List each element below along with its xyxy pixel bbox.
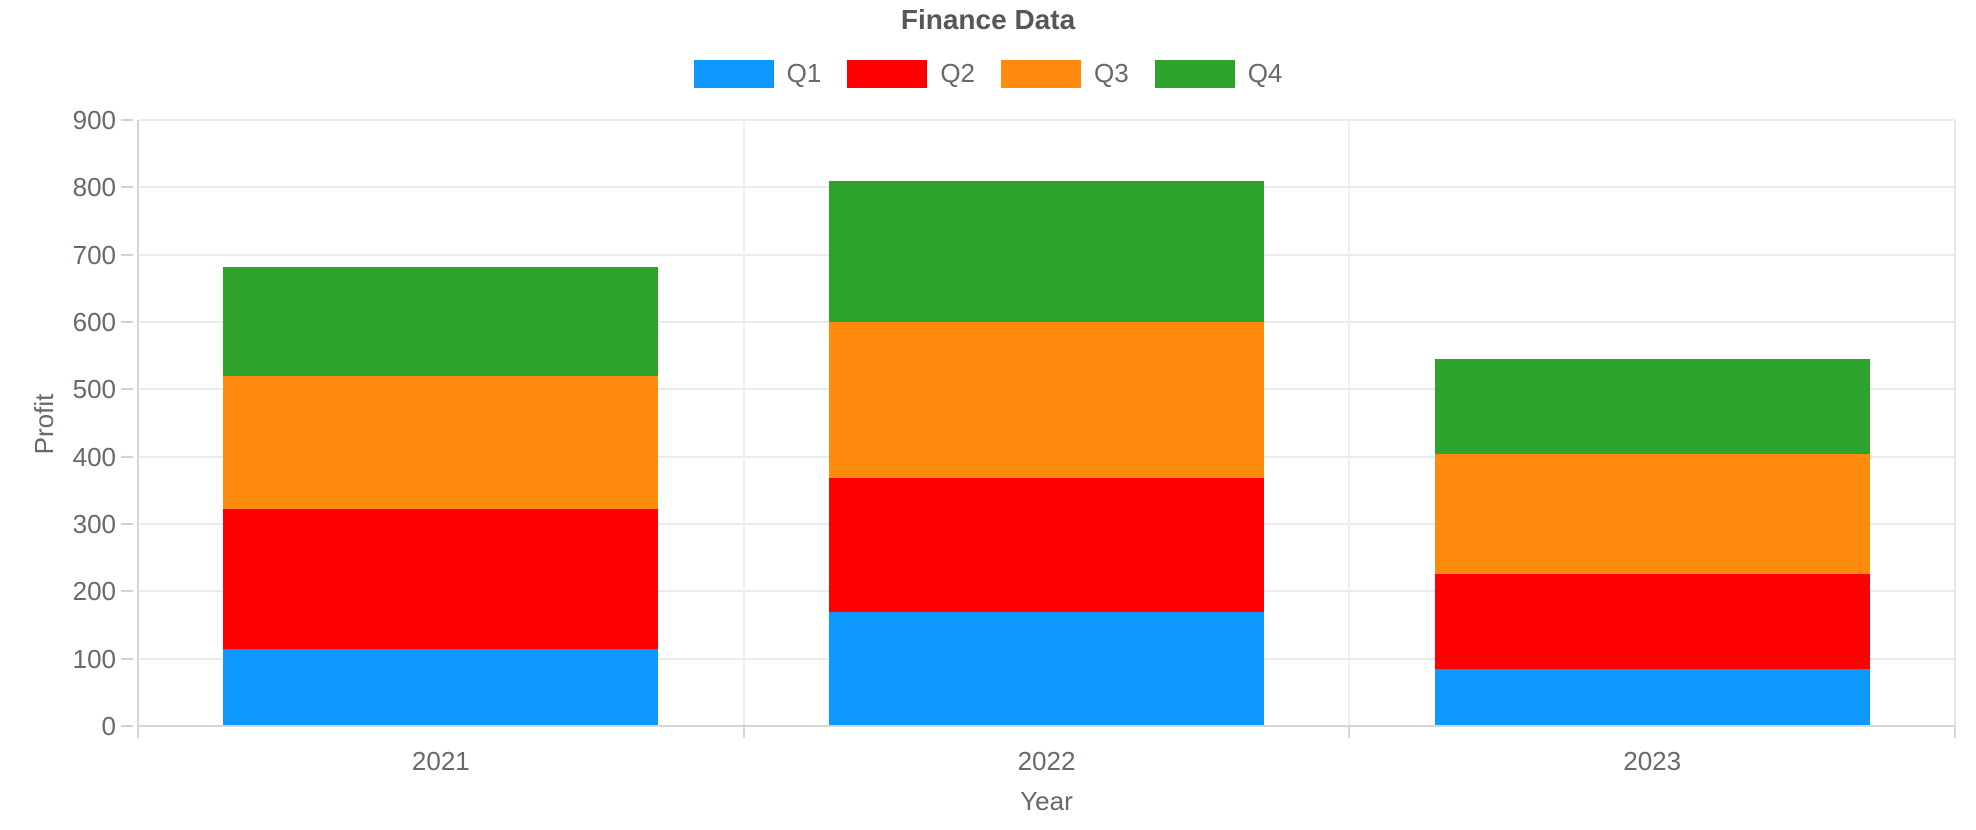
bar-segment-2021-q1[interactable]	[223, 649, 659, 726]
x-tick-label-2023: 2023	[1623, 746, 1682, 776]
y-tick-label: 800	[72, 172, 116, 203]
legend-item-q3[interactable]: Q3	[1001, 58, 1129, 89]
bar-segment-2023-q1[interactable]	[1434, 668, 1870, 726]
legend-label-q2: Q2	[940, 58, 975, 88]
y-tick-label: 600	[72, 307, 116, 337]
legend-label-q1: Q1	[786, 58, 822, 88]
legend-item-q1[interactable]: Q1	[693, 58, 822, 89]
bar-segment-2023-q3[interactable]	[1434, 453, 1870, 574]
bar-segment-2022-q2[interactable]	[829, 477, 1264, 612]
y-tick-mark	[121, 657, 133, 660]
y-tick-mark	[121, 253, 133, 256]
legend-swatch-q2	[847, 59, 928, 88]
bar-segment-2023-q4[interactable]	[1434, 359, 1870, 454]
y-tick-label: 700	[72, 239, 116, 270]
y-tick-mark	[121, 388, 133, 391]
chart-title: Finance Data	[900, 4, 1076, 35]
x-tick-mark	[1348, 726, 1351, 738]
legend-swatch-q3	[1001, 59, 1081, 88]
legend-label-q4: Q4	[1247, 58, 1283, 88]
legend-label-q3: Q3	[1094, 58, 1129, 88]
bar-segment-2022-q3[interactable]	[829, 322, 1264, 478]
bar-segment-2021-q4[interactable]	[223, 266, 659, 376]
y-tick-label: 500	[72, 374, 116, 405]
y-tick-label: 400	[72, 441, 116, 472]
y-tick-mark	[121, 523, 133, 525]
category-gridline	[1348, 120, 1351, 726]
bar-segment-2022-q1[interactable]	[829, 611, 1264, 726]
y-tick-label: 100	[72, 643, 116, 674]
plot-right-border	[1954, 120, 1956, 726]
x-axis-title: Year	[1020, 786, 1073, 816]
y-tick-mark	[121, 455, 133, 458]
y-gridline	[138, 119, 1955, 121]
bar-segment-2021-q3[interactable]	[223, 375, 659, 510]
y-tick-mark	[121, 186, 133, 189]
y-tick-label: 300	[72, 509, 116, 539]
y-axis-line	[137, 120, 139, 738]
bar-segment-2021-q2[interactable]	[223, 509, 659, 650]
bar-segment-2022-q4[interactable]	[829, 180, 1264, 322]
y-tick-mark	[121, 590, 133, 593]
y-tick-label: 900	[72, 105, 116, 135]
legend-swatch-q4	[1154, 59, 1235, 88]
y-tick-mark	[121, 119, 133, 121]
x-tick-label-2021: 2021	[411, 746, 470, 776]
y-tick-mark	[121, 321, 133, 323]
category-gridline	[742, 120, 745, 726]
x-tick-mark	[742, 726, 745, 738]
y-tick-label: 0	[101, 711, 116, 741]
legend-swatch-q1	[693, 59, 774, 88]
legend-item-q4[interactable]: Q4	[1154, 58, 1283, 89]
legend-item-q2[interactable]: Q2	[847, 58, 975, 89]
legend: Q1 Q2 Q3 Q4	[0, 58, 1976, 89]
y-tick-label: 200	[72, 576, 116, 607]
y-tick-mark	[121, 725, 133, 727]
x-tick-mark	[1954, 726, 1956, 738]
x-tick-label-2022: 2022	[1017, 746, 1076, 776]
y-axis-title: Profit	[29, 393, 59, 455]
bar-segment-2023-q2[interactable]	[1434, 573, 1870, 669]
x-axis-line	[138, 725, 1955, 727]
